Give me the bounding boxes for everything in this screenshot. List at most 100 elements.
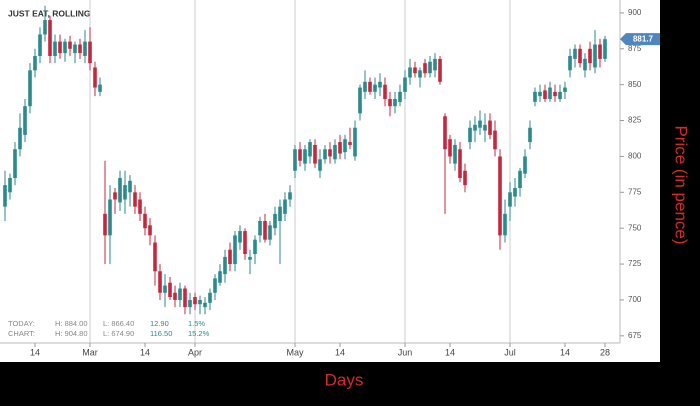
stats-text: H: 904.80 xyxy=(55,329,88,338)
candle-body xyxy=(238,231,242,243)
stats-text: 12.90 xyxy=(150,319,169,328)
candle-body xyxy=(513,188,517,197)
candle-body xyxy=(108,199,112,236)
candle-body xyxy=(273,213,277,229)
y-tick-label: 775 xyxy=(628,187,642,196)
candle-body xyxy=(178,288,182,300)
candle-body xyxy=(588,48,592,64)
candle-body xyxy=(403,77,407,92)
candle-body xyxy=(343,139,347,153)
candle-body xyxy=(283,199,287,214)
candle-body xyxy=(433,58,437,71)
candle-body xyxy=(173,292,177,300)
y-tick-label: 700 xyxy=(628,295,642,304)
stats-text: L: 866.40 xyxy=(103,319,134,328)
y-tick-label: 825 xyxy=(628,116,642,125)
candle-body xyxy=(408,67,412,78)
x-tick-label: Mar xyxy=(82,347,98,357)
candle-body xyxy=(423,63,427,74)
candle-body xyxy=(63,41,67,54)
candle-body xyxy=(463,170,467,186)
candle-body xyxy=(268,225,272,240)
candle-body xyxy=(83,41,87,56)
candle-body xyxy=(493,130,497,150)
candle-body xyxy=(523,156,527,174)
candle-body xyxy=(478,120,482,128)
candle-body xyxy=(338,142,342,154)
candle-body xyxy=(333,144,337,160)
candle-body xyxy=(253,239,257,255)
candle-body xyxy=(43,20,47,35)
candle-body xyxy=(3,185,7,207)
candle-body xyxy=(393,99,397,107)
candle-body xyxy=(593,44,597,68)
candle-body xyxy=(533,91,537,102)
stats-text: TODAY: xyxy=(8,319,35,328)
stats-text: 1.5% xyxy=(188,319,205,328)
candle-body xyxy=(503,213,507,236)
candle-body xyxy=(398,91,402,102)
candle-body xyxy=(73,44,77,54)
y-axis-label: Price (in pence) xyxy=(672,125,691,244)
x-tick-label: Apr xyxy=(188,347,202,357)
candle-body xyxy=(213,278,217,293)
candle-body xyxy=(308,142,312,157)
candle-body xyxy=(473,124,477,131)
candle-body xyxy=(153,242,157,272)
candle-body xyxy=(203,302,207,308)
candle-body xyxy=(113,192,117,200)
candle-body xyxy=(368,81,372,92)
candle-body xyxy=(243,231,247,255)
candle-body xyxy=(373,84,377,92)
candle-body xyxy=(583,58,587,71)
y-tick-label: 800 xyxy=(628,152,642,161)
stats-text: 116.50 xyxy=(150,329,172,338)
candle-body xyxy=(313,144,317,164)
stats-text: CHART: xyxy=(8,329,35,338)
candle-body xyxy=(8,177,12,193)
candle-body xyxy=(48,20,52,56)
y-tick-label: 750 xyxy=(628,223,642,232)
candle-body xyxy=(428,61,432,74)
x-tick-label: Jun xyxy=(398,347,413,357)
candle-body xyxy=(208,292,212,303)
candle-body xyxy=(158,271,162,293)
candle-body xyxy=(128,180,132,193)
candle-body xyxy=(323,149,327,160)
candle-body xyxy=(553,91,557,97)
x-tick-label: Jul xyxy=(504,347,516,357)
stats-text: L: 674.90 xyxy=(103,329,134,338)
candle-body xyxy=(518,170,522,189)
candle-body xyxy=(548,87,552,100)
y-tick-label: 900 xyxy=(628,8,642,17)
price-tag xyxy=(620,33,660,46)
chart-title: JUST EAT, ROLLING xyxy=(8,8,91,18)
x-tick-label: 14 xyxy=(140,347,150,357)
candle-body xyxy=(98,84,102,92)
candle-body xyxy=(438,58,442,82)
candle-body xyxy=(228,249,232,265)
candle-body xyxy=(348,142,352,145)
x-tick-label: 14 xyxy=(560,347,570,357)
candle-body xyxy=(458,149,462,178)
candle-body xyxy=(133,192,137,207)
x-tick-label: 14 xyxy=(335,347,345,357)
candle-body xyxy=(453,144,457,164)
candle-body xyxy=(53,41,57,56)
candle-body xyxy=(163,285,167,293)
candle-body xyxy=(118,177,122,203)
candle-body xyxy=(93,67,97,88)
x-axis-label: Days xyxy=(325,370,364,389)
y-tick-label: 725 xyxy=(628,259,642,268)
price-tag-label: 881.7 xyxy=(633,34,654,43)
plot-background xyxy=(0,0,660,362)
candle-body xyxy=(103,213,107,236)
candle-body xyxy=(488,120,492,135)
candle-body xyxy=(483,124,487,131)
candle-body xyxy=(223,256,227,275)
candle-body xyxy=(603,39,607,59)
x-tick-label: May xyxy=(286,347,304,357)
candle-body xyxy=(298,149,302,161)
